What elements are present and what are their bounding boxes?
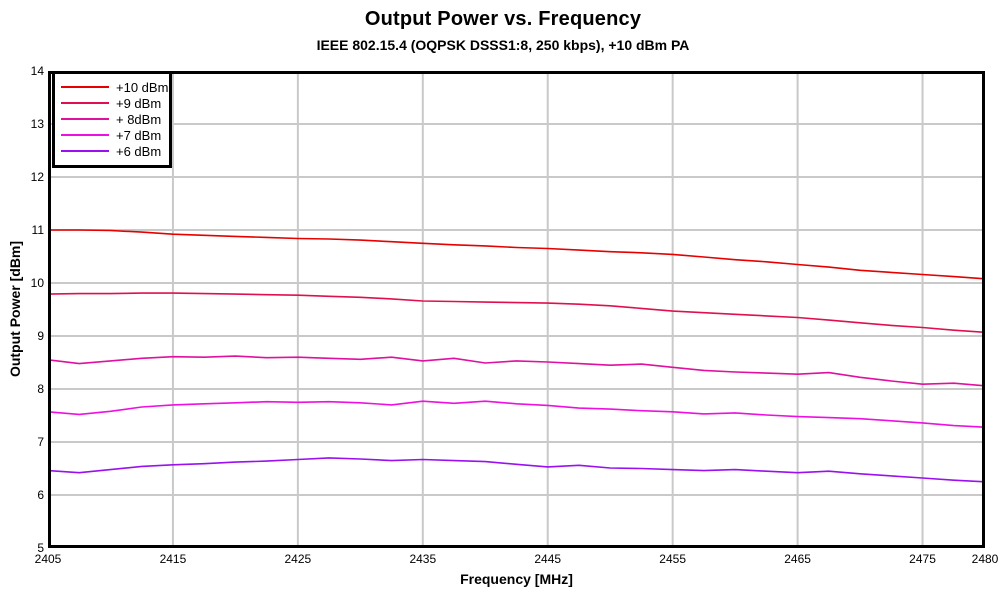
legend-label: +6 dBm (116, 143, 162, 159)
y-tick-label: 6 (37, 488, 44, 502)
legend-item: +10 dBm (55, 79, 169, 95)
legend-label: +7 dBm (116, 127, 162, 143)
legend-item: + 8dBm (55, 111, 169, 127)
chart-subtitle: IEEE 802.15.4 (OQPSK DSSS1:8, 250 kbps),… (316, 37, 690, 53)
legend-line-swatch (61, 134, 109, 136)
legend-line-swatch (61, 118, 109, 120)
legend-label: + 8dBm (116, 111, 162, 127)
plot-frame (48, 71, 985, 548)
x-tick-label: 2480 (971, 552, 999, 566)
y-tick-label: 11 (31, 223, 44, 237)
y-tick-label: 9 (37, 329, 44, 343)
legend-line-swatch (61, 102, 109, 104)
y-tick-label: 13 (30, 117, 44, 131)
legend-item: +6 dBm (55, 143, 169, 159)
legend-label: +9 dBm (116, 95, 162, 111)
x-tick-label: 2445 (534, 552, 562, 566)
series-line-+-8dbm (47, 355, 986, 387)
legend-item: +7 dBm (55, 127, 169, 143)
series-line-+7-dbm (47, 400, 986, 428)
legend-label: +10 dBm (116, 79, 169, 95)
series-line-+6-dbm (47, 457, 986, 483)
legend-item: +9 dBm (55, 95, 169, 111)
x-axis-title: Frequency [MHz] (460, 571, 573, 587)
y-tick-label: 8 (37, 382, 44, 396)
y-axis-title: Output Power [dBm] (7, 240, 23, 378)
series-line-+10-dbm (48, 229, 986, 280)
plot-area (47, 71, 986, 548)
y-tick-label: 10 (30, 276, 44, 290)
x-tick-label: 2435 (409, 552, 437, 566)
x-tick-label: 2455 (659, 552, 686, 566)
y-tick-label: 14 (30, 64, 44, 78)
series-line-+9-dbm (47, 292, 986, 334)
legend-line-swatch (61, 150, 109, 152)
legend: +10 dBm +9 dBm + 8dBm +7 dBm +6 dBm (52, 71, 172, 168)
y-tick-label: 7 (37, 435, 44, 449)
y-tick-label: 12 (30, 170, 44, 184)
x-tick-label: 2405 (34, 552, 62, 566)
x-tick-label: 2465 (784, 552, 811, 566)
x-tick-label: 2415 (159, 552, 187, 566)
chart-title: Output Power vs. Frequency (364, 8, 642, 30)
legend-line-swatch (61, 86, 109, 88)
y-tick-label: 5 (37, 541, 44, 555)
x-tick-label: 2425 (284, 552, 312, 566)
plot-svg (47, 71, 986, 548)
x-tick-label: 2475 (909, 552, 936, 566)
